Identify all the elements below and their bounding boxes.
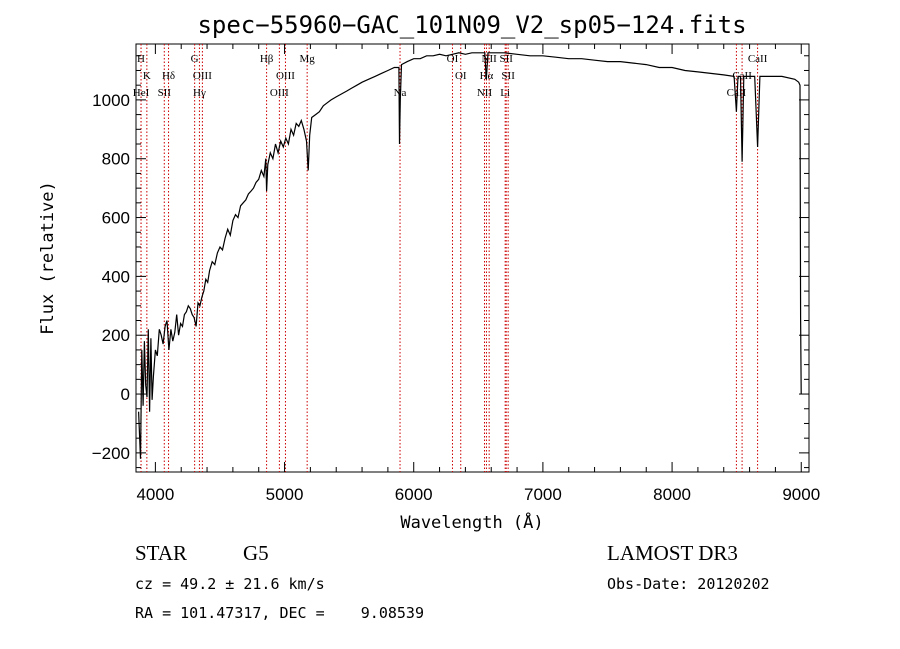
x-tick-label: 7000: [524, 485, 562, 504]
line-marker-label: Li: [500, 87, 510, 99]
y-ticks: −200 0 200 400 600 800 1000: [92, 55, 809, 469]
object-class: STAR: [135, 541, 187, 565]
x-ticks: 4000 5000 6000 7000 8000 9000: [136, 44, 820, 504]
line-marker-label: OIII: [270, 87, 289, 99]
line-marker-label: SII: [499, 53, 513, 65]
line-marker-label: CaII: [732, 70, 752, 82]
x-tick-label: 8000: [653, 485, 691, 504]
line-marker-label: Mg: [300, 53, 316, 65]
x-tick-label: 4000: [136, 485, 174, 504]
ra-dec-coordinates: RA = 101.47317, DEC = 9.08539: [135, 604, 424, 622]
line-marker-label: OI: [447, 53, 459, 65]
line-marker-label: G: [191, 53, 199, 65]
line-marker-label: OI: [455, 70, 467, 82]
line-marker-label: Hδ: [162, 70, 175, 82]
line-marker-label: OIII: [193, 70, 212, 82]
line-marker-label: Hβ: [260, 53, 274, 65]
x-tick-label: 6000: [395, 485, 433, 504]
redshift-cz: cz = 49.2 ± 21.6 km/s: [135, 575, 325, 593]
line-marker-label: SII: [158, 87, 172, 99]
observation-date: Obs-Date: 20120202: [607, 575, 770, 593]
survey-name: LAMOST DR3: [607, 541, 738, 565]
x-axis-label: Wavelength (Å): [400, 511, 543, 533]
line-marker-label: CaII: [748, 53, 768, 65]
y-tick-label: 0: [121, 385, 130, 404]
line-marker-label: K: [143, 70, 151, 82]
line-marker-label: HeI: [133, 87, 150, 99]
y-tick-label: 200: [102, 326, 130, 345]
y-tick-label: 1000: [92, 91, 130, 110]
y-tick-label: 800: [102, 150, 130, 169]
line-marker-label: CaII: [727, 87, 747, 99]
object-subclass: G5: [243, 541, 269, 565]
line-marker-label: Hα: [480, 70, 494, 82]
y-tick-label: 400: [102, 267, 130, 286]
line-marker-label: NII: [477, 87, 493, 99]
line-marker-label: SII: [501, 70, 515, 82]
y-tick-label: −200: [92, 444, 130, 463]
line-marker-label: NII: [482, 53, 498, 65]
y-axis-label: Flux (relative): [38, 181, 58, 335]
x-tick-label: 5000: [266, 485, 304, 504]
chart-title: spec−55960−GAC_101N09_V2_sp05−124.fits: [197, 11, 746, 39]
line-marker-label: OIII: [276, 70, 295, 82]
y-tick-label: 600: [102, 209, 130, 228]
line-marker-label: Na: [394, 87, 407, 99]
line-marker-label: H: [137, 53, 145, 65]
line-markers: [140, 44, 759, 472]
plot-area: 4000 5000 6000 7000 8000 9000 −200 0 200 400 600 8…: [92, 43, 820, 504]
line-marker-label: Hγ: [193, 87, 206, 99]
spectrum-line: [138, 52, 802, 459]
plot-frame: [135, 43, 810, 473]
x-tick-label: 9000: [782, 485, 820, 504]
